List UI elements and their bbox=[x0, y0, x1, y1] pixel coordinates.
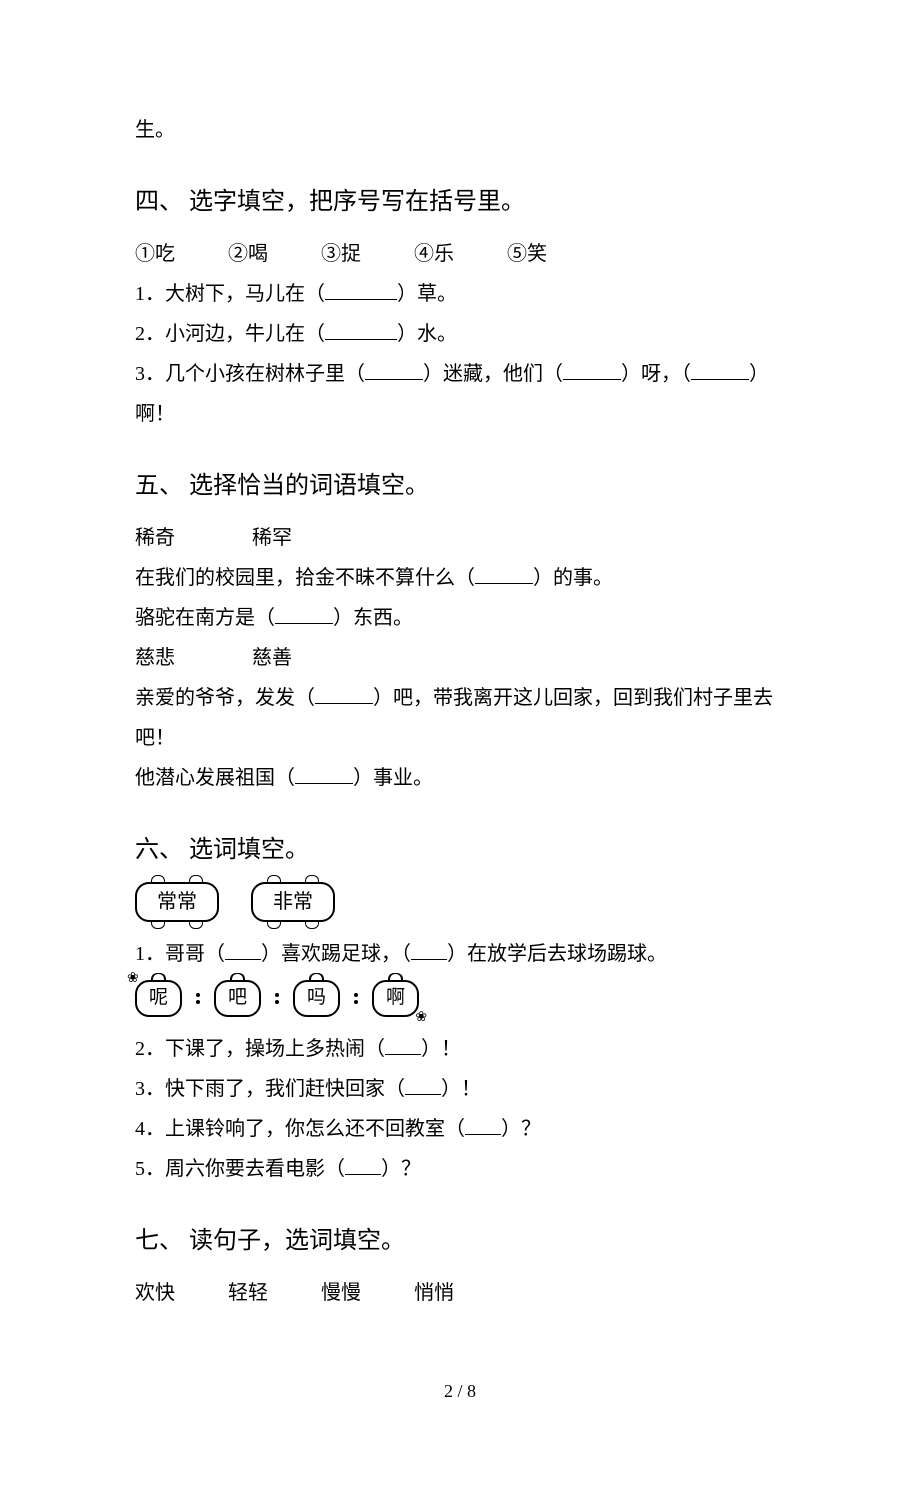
separator-dots-icon bbox=[354, 981, 358, 1015]
word-box: 常常 bbox=[135, 882, 219, 922]
fill-blank[interactable] bbox=[691, 361, 749, 380]
q-text: ）喜欢踢足球，（ bbox=[261, 943, 411, 965]
section-5-heading: 五、 选择恰当的词语填空。 bbox=[135, 462, 785, 510]
q-text: 1．大树下，马儿在（ bbox=[135, 283, 325, 305]
section-5-line2: 骆驼在南方是（ ）东西。 bbox=[135, 598, 785, 638]
q-text: 骆驼在南方是（ bbox=[135, 607, 275, 629]
section-5-line4: 他潜心发展祖国（ ）事业。 bbox=[135, 758, 785, 798]
section-4-q3: 3．几个小孩在树林子里（）迷藏，他们（）呀，（）啊！ bbox=[135, 354, 785, 434]
word-box-label: 啊 bbox=[386, 987, 405, 1008]
section-4-q2: 2．小河边，牛儿在（ ）水。 bbox=[135, 314, 785, 354]
bank-item: 稀罕 bbox=[252, 518, 292, 558]
section-6-q4: 4．上课铃响了，你怎么还不回教室（ ）？ bbox=[135, 1109, 785, 1149]
q-text: ）！ bbox=[421, 1038, 461, 1060]
word-box: 吗 bbox=[293, 980, 340, 1017]
word-box: 啊 ❀ bbox=[372, 980, 419, 1017]
section-7-word-bank: 欢快 轻轻 慢慢 悄悄 bbox=[135, 1273, 785, 1313]
bank-item: 稀奇 bbox=[135, 518, 175, 558]
flower-icon: ❀ bbox=[415, 1011, 427, 1025]
section-4-q1: 1．大树下，马儿在（ ）草。 bbox=[135, 274, 785, 314]
bank-item: 慈善 bbox=[252, 638, 292, 678]
word-box: 非常 bbox=[251, 882, 335, 922]
q-text: 5．周六你要去看电影（ bbox=[135, 1158, 345, 1180]
fill-blank[interactable] bbox=[563, 361, 621, 380]
section-6-heading: 六、 选词填空。 bbox=[135, 826, 785, 874]
fill-blank[interactable] bbox=[295, 765, 353, 784]
fill-blank[interactable] bbox=[315, 685, 373, 704]
fill-blank[interactable] bbox=[275, 605, 333, 624]
bank-item: ②喝 bbox=[228, 234, 268, 274]
section-6-q2: 2．下课了，操场上多热闹（ ）！ bbox=[135, 1029, 785, 1069]
bank-item: ③捉 bbox=[321, 234, 361, 274]
fill-blank[interactable] bbox=[325, 321, 397, 340]
q-text: ）东西。 bbox=[333, 607, 413, 629]
prev-page-trailing-text: 生。 bbox=[135, 110, 785, 150]
bank-item: ①吃 bbox=[135, 234, 175, 274]
section-6-q5: 5．周六你要去看电影（ ）？ bbox=[135, 1149, 785, 1189]
section-6-q1: 1．哥哥（ ）喜欢踢足球，（ ）在放学后去球场踢球。 bbox=[135, 934, 785, 974]
bank-item: ⑤笑 bbox=[507, 234, 547, 274]
fill-blank[interactable] bbox=[385, 1036, 421, 1055]
separator-dots-icon bbox=[275, 981, 279, 1015]
word-box: 吧 bbox=[214, 980, 261, 1017]
fill-blank[interactable] bbox=[225, 941, 261, 960]
section-5-line3: 亲爱的爷爷，发发（）吧，带我离开这儿回家，回到我们村子里去吧！ bbox=[135, 678, 785, 758]
fill-blank[interactable] bbox=[411, 941, 447, 960]
q-text: ）草。 bbox=[397, 283, 457, 305]
separator-dots-icon bbox=[196, 981, 200, 1015]
q-text: ）的事。 bbox=[533, 567, 613, 589]
q-text: 他潜心发展祖国（ bbox=[135, 767, 295, 789]
fill-blank[interactable] bbox=[325, 281, 397, 300]
section-6-q3: 3．快下雨了，我们赶快回家（ ）！ bbox=[135, 1069, 785, 1109]
fill-blank[interactable] bbox=[365, 361, 423, 380]
q-text: 亲爱的爷爷，发发（ bbox=[135, 687, 315, 709]
q-text: ）？ bbox=[381, 1158, 421, 1180]
word-box-label: 吗 bbox=[307, 987, 326, 1008]
word-box-label: 常常 bbox=[157, 891, 197, 913]
bank-item: 慢慢 bbox=[321, 1273, 361, 1313]
bank-item: 悄悄 bbox=[414, 1273, 454, 1313]
section-6-box-row-2: ❀ 呢 吧 吗 啊 ❀ bbox=[135, 980, 785, 1017]
q-text: 2．小河边，牛儿在（ bbox=[135, 323, 325, 345]
section-5-pair1: 稀奇 稀罕 bbox=[135, 518, 785, 558]
bank-item: 慈悲 bbox=[135, 638, 175, 678]
bank-item: ④乐 bbox=[414, 234, 454, 274]
section-4-word-bank: ①吃 ②喝 ③捉 ④乐 ⑤笑 bbox=[135, 234, 785, 274]
q-text: 4．上课铃响了，你怎么还不回教室（ bbox=[135, 1118, 465, 1140]
page-number: 2 / 8 bbox=[135, 1373, 785, 1409]
q-text: 3．几个小孩在树林子里（ bbox=[135, 363, 365, 385]
q-text: ）！ bbox=[441, 1078, 481, 1100]
bank-item: 轻轻 bbox=[228, 1273, 268, 1313]
q-text: ）呀，（ bbox=[621, 363, 691, 385]
q-text: ）？ bbox=[501, 1118, 541, 1140]
fill-blank[interactable] bbox=[345, 1156, 381, 1175]
q-text: ）事业。 bbox=[353, 767, 433, 789]
section-5-pair2: 慈悲 慈善 bbox=[135, 638, 785, 678]
q-text: 1．哥哥（ bbox=[135, 943, 225, 965]
word-box: ❀ 呢 bbox=[135, 980, 182, 1017]
q-text: 2．下课了，操场上多热闹（ bbox=[135, 1038, 385, 1060]
section-5-line1: 在我们的校园里，拾金不昧不算什么（ ）的事。 bbox=[135, 558, 785, 598]
q-text: 在我们的校园里，拾金不昧不算什么（ bbox=[135, 567, 475, 589]
word-box-label: 吧 bbox=[228, 987, 247, 1008]
q-text: ）在放学后去球场踢球。 bbox=[447, 943, 667, 965]
word-box-label: 呢 bbox=[149, 987, 168, 1008]
fill-blank[interactable] bbox=[405, 1076, 441, 1095]
word-box-label: 非常 bbox=[273, 891, 313, 913]
section-7-heading: 七、 读句子，选词填空。 bbox=[135, 1217, 785, 1265]
q-text: ）水。 bbox=[397, 323, 457, 345]
section-4-heading: 四、 选字填空，把序号写在括号里。 bbox=[135, 178, 785, 226]
fill-blank[interactable] bbox=[475, 565, 533, 584]
q-text: ）迷藏，他们（ bbox=[423, 363, 563, 385]
section-6-box-row-1: 常常 非常 bbox=[135, 882, 785, 922]
q-text: 3．快下雨了，我们赶快回家（ bbox=[135, 1078, 405, 1100]
bank-item: 欢快 bbox=[135, 1273, 175, 1313]
flower-icon: ❀ bbox=[127, 972, 139, 986]
fill-blank[interactable] bbox=[465, 1116, 501, 1135]
